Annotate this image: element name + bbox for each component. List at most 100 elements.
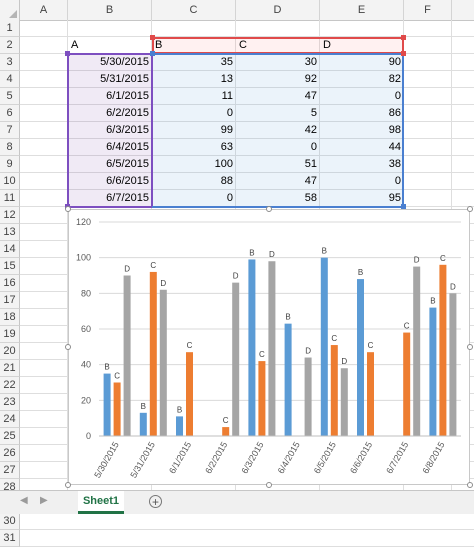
bar-b xyxy=(103,373,111,436)
scroll-tabs-left-icon[interactable]: ◀ xyxy=(20,495,28,506)
row-header-13[interactable]: 13 xyxy=(0,224,20,241)
row-header-5[interactable]: 5 xyxy=(0,88,20,105)
value-cell-c[interactable]: 30 xyxy=(304,56,317,68)
row-header-31[interactable]: 31 xyxy=(0,530,20,547)
range-handle[interactable] xyxy=(65,51,70,56)
row-header-2[interactable]: 2 xyxy=(0,37,20,54)
chart-resize-handle[interactable] xyxy=(467,482,473,488)
value-cell-c[interactable]: 51 xyxy=(304,158,317,170)
value-cell-d[interactable]: 82 xyxy=(388,73,401,85)
value-cell-d[interactable]: 98 xyxy=(388,124,401,136)
row-header-9[interactable]: 9 xyxy=(0,156,20,173)
date-cell[interactable]: 6/5/2015 xyxy=(106,158,149,170)
value-cell-b[interactable]: 13 xyxy=(220,73,233,85)
value-cell-b[interactable]: 35 xyxy=(220,56,233,68)
row-header-27[interactable]: 27 xyxy=(0,462,20,479)
column-header-d[interactable]: D xyxy=(236,0,320,20)
row-header-12[interactable]: 12 xyxy=(0,207,20,224)
sheet-tab[interactable]: Sheet1 xyxy=(78,491,124,514)
row-header-14[interactable]: 14 xyxy=(0,241,20,258)
column-header-c[interactable]: C xyxy=(152,0,236,20)
chart-resize-handle[interactable] xyxy=(266,206,272,212)
value-cell-b[interactable]: 100 xyxy=(214,158,233,170)
chart-resize-handle[interactable] xyxy=(467,344,473,350)
value-cell-b[interactable]: 11 xyxy=(221,90,233,102)
row-header-26[interactable]: 26 xyxy=(0,445,20,462)
date-cell[interactable]: 6/2/2015 xyxy=(106,107,149,119)
value-cell-d[interactable]: 44 xyxy=(388,141,401,153)
column-header-f[interactable]: F xyxy=(404,0,452,20)
range-handle[interactable] xyxy=(401,51,406,56)
value-cell-c[interactable]: 92 xyxy=(304,73,317,85)
row-header-8[interactable]: 8 xyxy=(0,139,20,156)
value-cell-d[interactable]: 38 xyxy=(388,158,401,170)
value-cell-b[interactable]: 0 xyxy=(226,107,233,119)
row-header-20[interactable]: 20 xyxy=(0,343,20,360)
range-handle[interactable] xyxy=(150,35,155,40)
date-cell[interactable]: 5/31/2015 xyxy=(100,73,149,85)
row-header-1[interactable]: 1 xyxy=(0,20,20,37)
row-header-21[interactable]: 21 xyxy=(0,360,20,377)
row-header-16[interactable]: 16 xyxy=(0,275,20,292)
row-header-17[interactable]: 17 xyxy=(0,292,20,309)
row-header-22[interactable]: 22 xyxy=(0,377,20,394)
header-cell[interactable]: B xyxy=(155,39,163,51)
category-range-highlight xyxy=(68,54,152,207)
value-cell-d[interactable]: 0 xyxy=(394,90,401,102)
data-label: B xyxy=(141,402,146,411)
row-header-25[interactable]: 25 xyxy=(0,428,20,445)
row-header-24[interactable]: 24 xyxy=(0,411,20,428)
range-handle[interactable] xyxy=(401,204,406,209)
value-cell-b[interactable]: 99 xyxy=(220,124,233,136)
date-cell[interactable]: 5/30/2015 xyxy=(100,56,149,68)
value-cell-b[interactable]: 0 xyxy=(226,192,233,204)
column-header-a[interactable]: A xyxy=(20,0,68,20)
chart-area[interactable]: 0 20 40 60 80 100 120 B C D 5/30/2015 B C D 5/31/2015 B… xyxy=(68,209,470,485)
date-cell[interactable]: 6/7/2015 xyxy=(106,192,149,204)
value-cell-d[interactable]: 86 xyxy=(388,107,401,119)
date-cell[interactable]: 6/6/2015 xyxy=(106,175,149,187)
chart-resize-handle[interactable] xyxy=(266,482,272,488)
date-cell[interactable]: 6/3/2015 xyxy=(106,124,149,136)
chart-resize-handle[interactable] xyxy=(65,344,71,350)
row-header-10[interactable]: 10 xyxy=(0,173,20,190)
row-header-6[interactable]: 6 xyxy=(0,105,20,122)
column-header-b[interactable]: B xyxy=(68,0,152,20)
value-cell-c[interactable]: 0 xyxy=(310,141,317,153)
header-cell[interactable]: A xyxy=(71,39,79,51)
select-all-corner[interactable] xyxy=(0,0,20,20)
row-header-3[interactable]: 3 xyxy=(0,54,20,71)
header-cell[interactable]: C xyxy=(239,39,247,51)
row-header-15[interactable]: 15 xyxy=(0,258,20,275)
row-header-4[interactable]: 4 xyxy=(0,71,20,88)
row-header-23[interactable]: 23 xyxy=(0,394,20,411)
value-cell-c[interactable]: 5 xyxy=(310,107,317,119)
value-cell-c[interactable]: 58 xyxy=(304,192,317,204)
scroll-tabs-right-icon[interactable]: ▶ xyxy=(40,495,48,506)
value-cell-c[interactable]: 47 xyxy=(304,90,317,102)
row-header-11[interactable]: 11 xyxy=(0,190,20,207)
value-cell-d[interactable]: 0 xyxy=(394,175,401,187)
row-header-18[interactable]: 18 xyxy=(0,309,20,326)
row-header-19[interactable]: 19 xyxy=(0,326,20,343)
plus-circle-icon[interactable]: + xyxy=(149,495,162,508)
range-handle[interactable] xyxy=(150,51,155,56)
row-header-30[interactable]: 30 xyxy=(0,513,20,530)
value-cell-c[interactable]: 42 xyxy=(304,124,317,136)
chart-resize-handle[interactable] xyxy=(65,482,71,488)
value-cell-b[interactable]: 88 xyxy=(220,175,233,187)
column-header-e[interactable]: E xyxy=(320,0,404,20)
value-cell-d[interactable]: 95 xyxy=(388,192,401,204)
row-header-7[interactable]: 7 xyxy=(0,122,20,139)
date-cell[interactable]: 6/4/2015 xyxy=(106,141,149,153)
date-cell[interactable]: 6/1/2015 xyxy=(106,90,149,102)
header-cell[interactable]: D xyxy=(323,39,331,51)
value-cell-c[interactable]: 47 xyxy=(304,175,317,187)
value-cell-b[interactable]: 63 xyxy=(220,141,233,153)
value-cell-d[interactable]: 90 xyxy=(388,56,401,68)
chart-resize-handle[interactable] xyxy=(467,206,473,212)
column-chart[interactable]: 020406080100120BCD5/30/2015BCD5/31/2015B… xyxy=(69,210,469,484)
range-handle[interactable] xyxy=(401,35,406,40)
chart-resize-handle[interactable] xyxy=(65,206,71,212)
